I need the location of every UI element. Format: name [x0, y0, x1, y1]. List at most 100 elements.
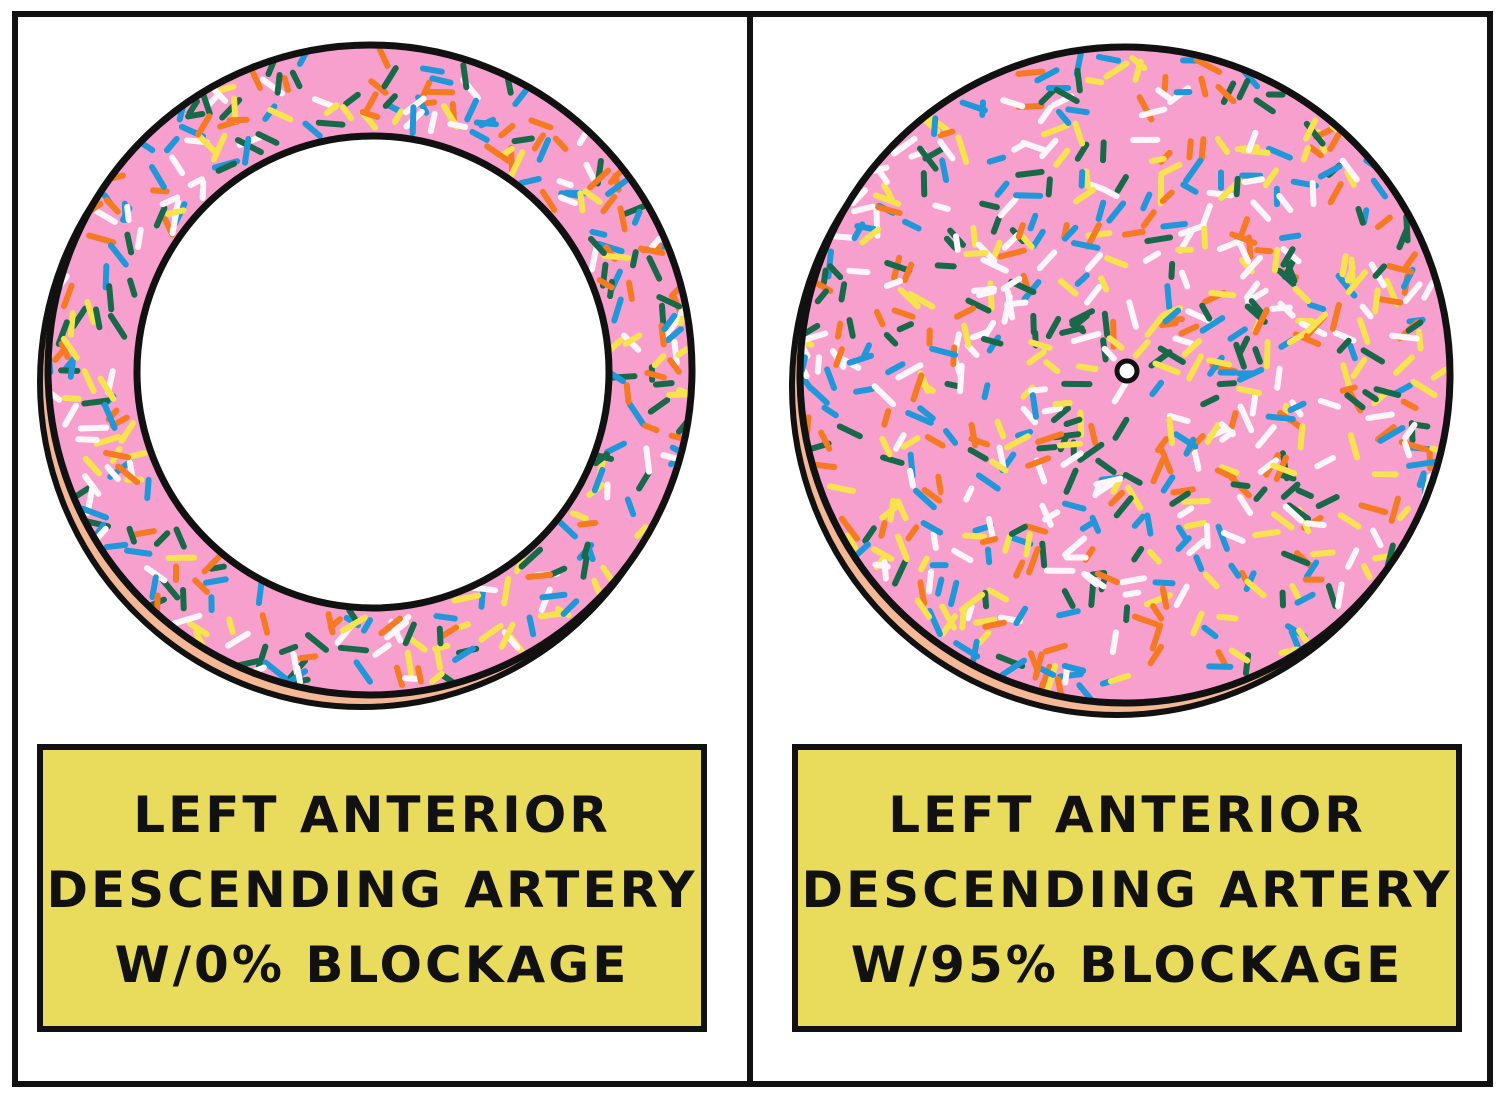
sprinkle	[1126, 299, 1139, 330]
sprinkle	[979, 200, 1000, 211]
sprinkle	[144, 476, 152, 502]
sprinkle	[1104, 255, 1129, 269]
sprinkle	[976, 288, 997, 299]
sprinkle	[1039, 540, 1048, 569]
sprinkle	[1180, 497, 1211, 505]
sprinkle	[1144, 234, 1174, 245]
sprinkle	[1131, 613, 1160, 628]
sprinkle	[1164, 283, 1173, 311]
sprinkle	[1063, 467, 1079, 495]
sprinkle	[93, 306, 103, 331]
sprinkle	[965, 297, 992, 314]
sprinkle	[434, 648, 444, 671]
sprinkle	[1121, 228, 1146, 238]
sprinkle	[1200, 394, 1220, 408]
sprinkle	[143, 565, 168, 584]
sprinkle	[1043, 359, 1061, 374]
sprinkle	[638, 245, 666, 256]
sprinkle	[1309, 179, 1317, 207]
sprinkle	[1202, 571, 1220, 590]
sprinkle	[588, 242, 600, 273]
sprinkle	[1106, 200, 1127, 224]
sprinkle	[623, 382, 632, 405]
sprinkle	[570, 510, 589, 522]
sprinkle	[1131, 545, 1145, 563]
sprinkle	[846, 352, 875, 366]
sprinkle	[914, 597, 933, 620]
sprinkle	[1308, 144, 1324, 159]
sprinkle	[935, 576, 945, 597]
sprinkle	[1103, 60, 1130, 80]
sprinkle	[478, 622, 504, 643]
sprinkle	[231, 95, 239, 124]
sprinkle	[1406, 459, 1438, 469]
sprinkle	[1088, 422, 1099, 446]
sprinkle	[163, 135, 180, 154]
sprinkle	[1193, 554, 1205, 572]
sprinkle	[382, 93, 398, 109]
sprinkle	[153, 205, 168, 229]
sprinkle	[963, 485, 975, 503]
sprinkle	[433, 613, 458, 622]
sprinkle	[67, 310, 76, 338]
sprinkle	[1402, 421, 1418, 441]
sprinkle	[1144, 512, 1154, 537]
sprinkle	[362, 91, 379, 116]
sprinkle	[1012, 192, 1044, 199]
sprinkle	[1237, 335, 1251, 356]
sprinkle	[1254, 247, 1274, 255]
sprinkle	[664, 325, 685, 344]
sprinkle	[1347, 342, 1358, 362]
sprinkle	[501, 575, 512, 607]
sprinkle	[1083, 168, 1091, 190]
sprinkle	[1100, 139, 1107, 164]
sprinkle	[1092, 480, 1103, 499]
sprinkle	[297, 653, 319, 662]
sprinkle	[1239, 254, 1264, 280]
sprinkle	[1403, 251, 1418, 270]
sprinkle	[897, 286, 921, 310]
sprinkle	[432, 642, 451, 652]
sprinkle	[875, 204, 903, 216]
sprinkle	[666, 391, 691, 398]
sprinkle	[577, 190, 586, 214]
sprinkle	[651, 353, 667, 369]
sprinkle	[1386, 263, 1415, 275]
sprinkle	[55, 319, 70, 347]
sprinkle	[1307, 301, 1327, 313]
sprinkle	[1286, 502, 1312, 522]
sprinkle	[1372, 287, 1381, 315]
sprinkle	[630, 249, 639, 269]
sprinkle	[601, 252, 632, 261]
sprinkle	[925, 568, 935, 595]
sprinkle	[646, 255, 663, 282]
sprinkle	[1336, 337, 1352, 354]
sprinkle	[134, 226, 144, 251]
sprinkle	[1131, 513, 1146, 529]
sprinkle	[973, 616, 998, 626]
sprinkle	[1154, 435, 1170, 454]
sprinkle	[1376, 296, 1404, 306]
sprinkle	[891, 559, 908, 587]
sprinkle	[180, 587, 187, 612]
sprinkle	[346, 607, 360, 625]
sprinkle	[215, 83, 237, 94]
sprinkle	[1140, 209, 1157, 229]
sprinkle	[1183, 157, 1204, 184]
sprinkle	[1359, 303, 1374, 320]
sprinkle	[1257, 457, 1280, 475]
sprinkle	[1075, 363, 1099, 372]
sprinkle	[600, 564, 615, 584]
sprinkle	[1162, 307, 1182, 325]
sprinkle	[1059, 325, 1085, 336]
sprinkle	[86, 232, 117, 246]
caption-line: DESCENDING ARTERY	[47, 861, 698, 919]
sprinkle	[1215, 523, 1230, 552]
sprinkle	[1055, 108, 1072, 126]
sprinkle	[948, 579, 960, 608]
sprinkle	[1281, 550, 1311, 567]
sprinkle	[1237, 216, 1251, 240]
sprinkle	[662, 313, 685, 338]
sprinkle	[643, 445, 653, 475]
sprinkle	[1252, 529, 1281, 539]
